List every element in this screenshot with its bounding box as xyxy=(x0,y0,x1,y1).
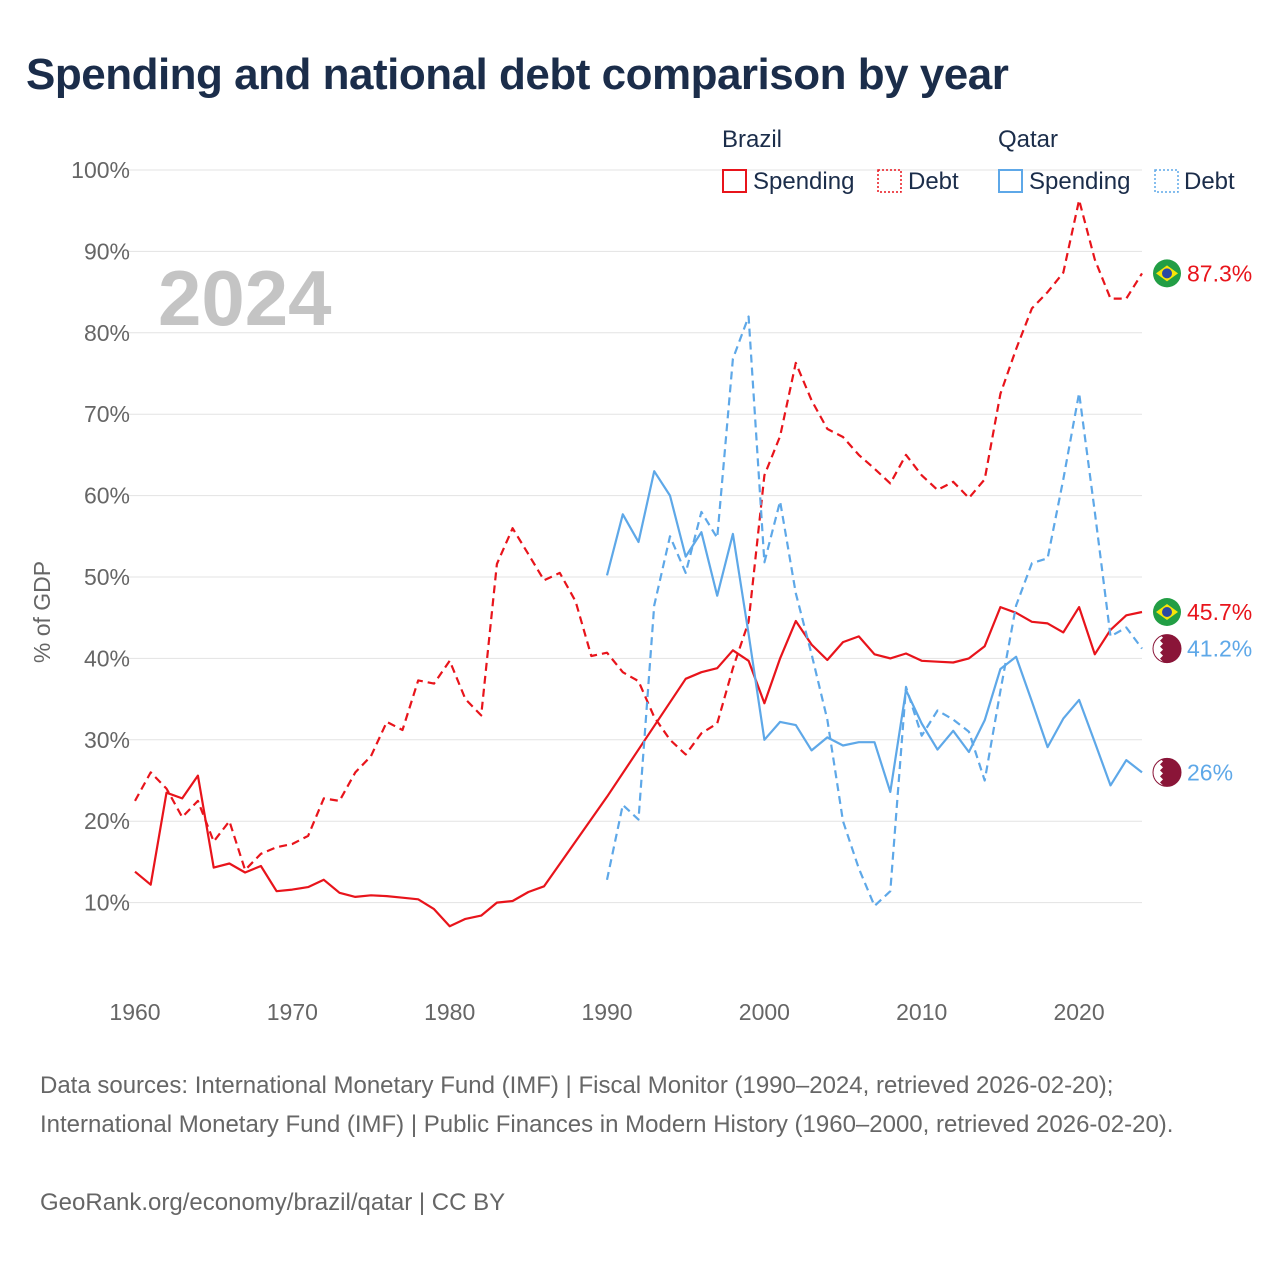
y-tick-label: 40% xyxy=(84,645,130,671)
chart-title: Spending and national debt comparison by… xyxy=(26,50,1009,99)
brazil-flag-icon xyxy=(1153,259,1181,288)
x-tick-label: 1960 xyxy=(109,999,160,1025)
qatar-flag-icon xyxy=(1152,634,1182,664)
legend-country-brazil: Brazil xyxy=(722,126,782,153)
brazil-flag-icon xyxy=(1153,598,1181,627)
year-watermark: 2024 xyxy=(158,254,332,342)
series-line-brazil-debt xyxy=(134,199,1143,872)
y-tick-label: 60% xyxy=(84,483,130,509)
series-line-brazil-spending xyxy=(134,606,1143,928)
series-line-qatar-spending xyxy=(605,470,1143,793)
end-label-brazil-debt: 87.3% xyxy=(1187,260,1252,286)
series-lines xyxy=(134,199,1143,928)
chart-area: 10% 20% 30% 40% 50% 60% 70% 80% 90% 100% 1960 1970… xyxy=(29,126,1252,1025)
x-tick-label: 2020 xyxy=(1053,999,1104,1025)
legend-qatar-debt-swatch xyxy=(1154,169,1179,193)
end-label-qatar-spending: 26% xyxy=(1187,759,1233,785)
legend[interactable]: Brazil Spending Debt Qatar Spending Debt xyxy=(722,126,1235,195)
y-tick-label: 10% xyxy=(84,890,130,916)
x-tick-label: 1990 xyxy=(581,999,632,1025)
series-end-labels: 87.3% 45.7% 41.2% 26% xyxy=(1152,259,1252,787)
x-tick-label: 2000 xyxy=(739,999,790,1025)
legend-brazil-debt-label[interactable]: Debt xyxy=(908,168,959,195)
y-tick-label: 50% xyxy=(84,564,130,590)
end-label-brazil-spending: 45.7% xyxy=(1187,599,1252,625)
y-tick-label: 70% xyxy=(84,401,130,427)
legend-qatar-spending-label[interactable]: Spending xyxy=(1029,168,1130,195)
y-tick-label: 20% xyxy=(84,808,130,834)
y-tick-label: 80% xyxy=(84,320,130,346)
x-tick-label: 1970 xyxy=(267,999,318,1025)
y-axis-ticks: 10% 20% 30% 40% 50% 60% 70% 80% 90% 100% xyxy=(71,157,130,916)
y-tick-label: 100% xyxy=(71,157,130,183)
x-tick-label: 2010 xyxy=(896,999,947,1025)
y-tick-label: 90% xyxy=(84,238,130,264)
series-line-qatar-debt xyxy=(605,315,1143,907)
x-tick-label: 1980 xyxy=(424,999,475,1025)
legend-brazil-debt-swatch xyxy=(877,169,902,193)
legend-brazil-spending-swatch xyxy=(722,169,747,193)
data-sources: Data sources: International Monetary Fun… xyxy=(40,1072,1174,1138)
gridlines xyxy=(128,169,1142,904)
legend-qatar-spending-swatch xyxy=(998,169,1023,193)
credit-link[interactable]: GeoRank.org/economy/brazil/qatar | CC BY xyxy=(40,1189,506,1216)
legend-qatar-debt-label[interactable]: Debt xyxy=(1184,168,1235,195)
legend-brazil-spending-label[interactable]: Spending xyxy=(753,168,854,195)
y-axis-label: % of GDP xyxy=(29,561,55,663)
qatar-flag-icon xyxy=(1152,757,1182,787)
x-axis-ticks: 1960 1970 1980 1990 2000 2010 2020 xyxy=(109,999,1104,1025)
end-label-qatar-debt: 41.2% xyxy=(1187,636,1252,662)
y-tick-label: 30% xyxy=(84,727,130,753)
legend-country-qatar: Qatar xyxy=(998,126,1058,153)
